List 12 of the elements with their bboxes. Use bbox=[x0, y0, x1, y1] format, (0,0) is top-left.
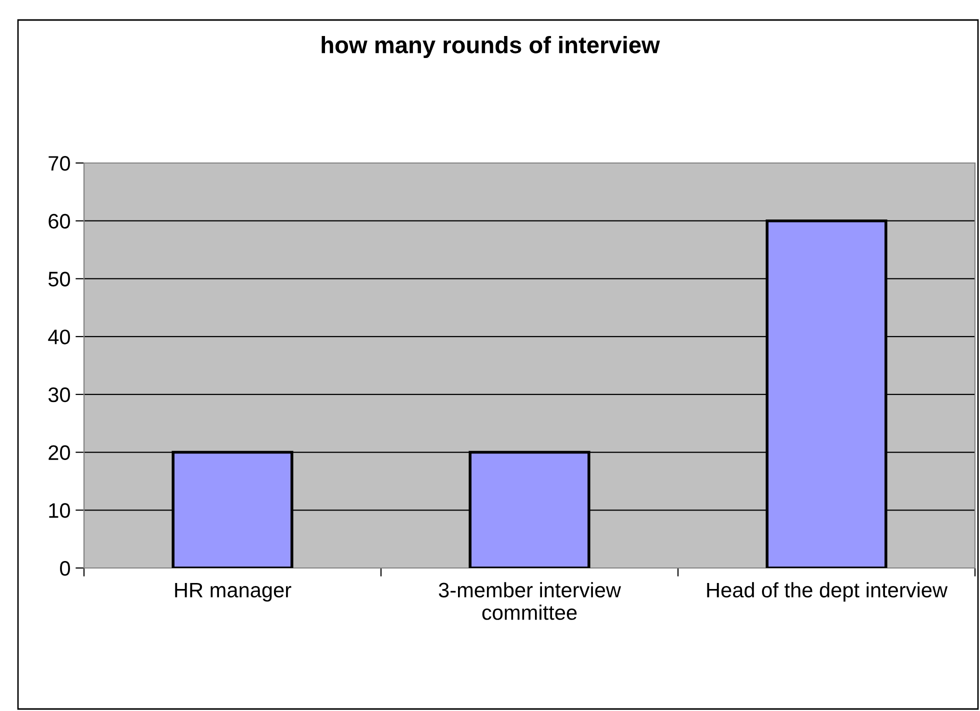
y-tick-label: 70 bbox=[48, 156, 70, 171]
y-tick-label: 50 bbox=[48, 272, 70, 286]
y-tick-label: 30 bbox=[48, 387, 70, 402]
x-tick-label: HR manager bbox=[175, 582, 292, 602]
y-tick-label: 10 bbox=[49, 503, 70, 518]
chart-title: how many rounds of interview bbox=[322, 36, 660, 58]
x-tick-label: 3-member interview committee bbox=[438, 582, 622, 620]
y-tick-label: 40 bbox=[48, 330, 70, 344]
y-tick-label: 60 bbox=[48, 214, 70, 229]
x-tick-label: Head of the dept interview bbox=[707, 582, 948, 602]
y-tick-label: 20 bbox=[48, 445, 70, 460]
y-tick-label: 0 bbox=[60, 561, 70, 576]
